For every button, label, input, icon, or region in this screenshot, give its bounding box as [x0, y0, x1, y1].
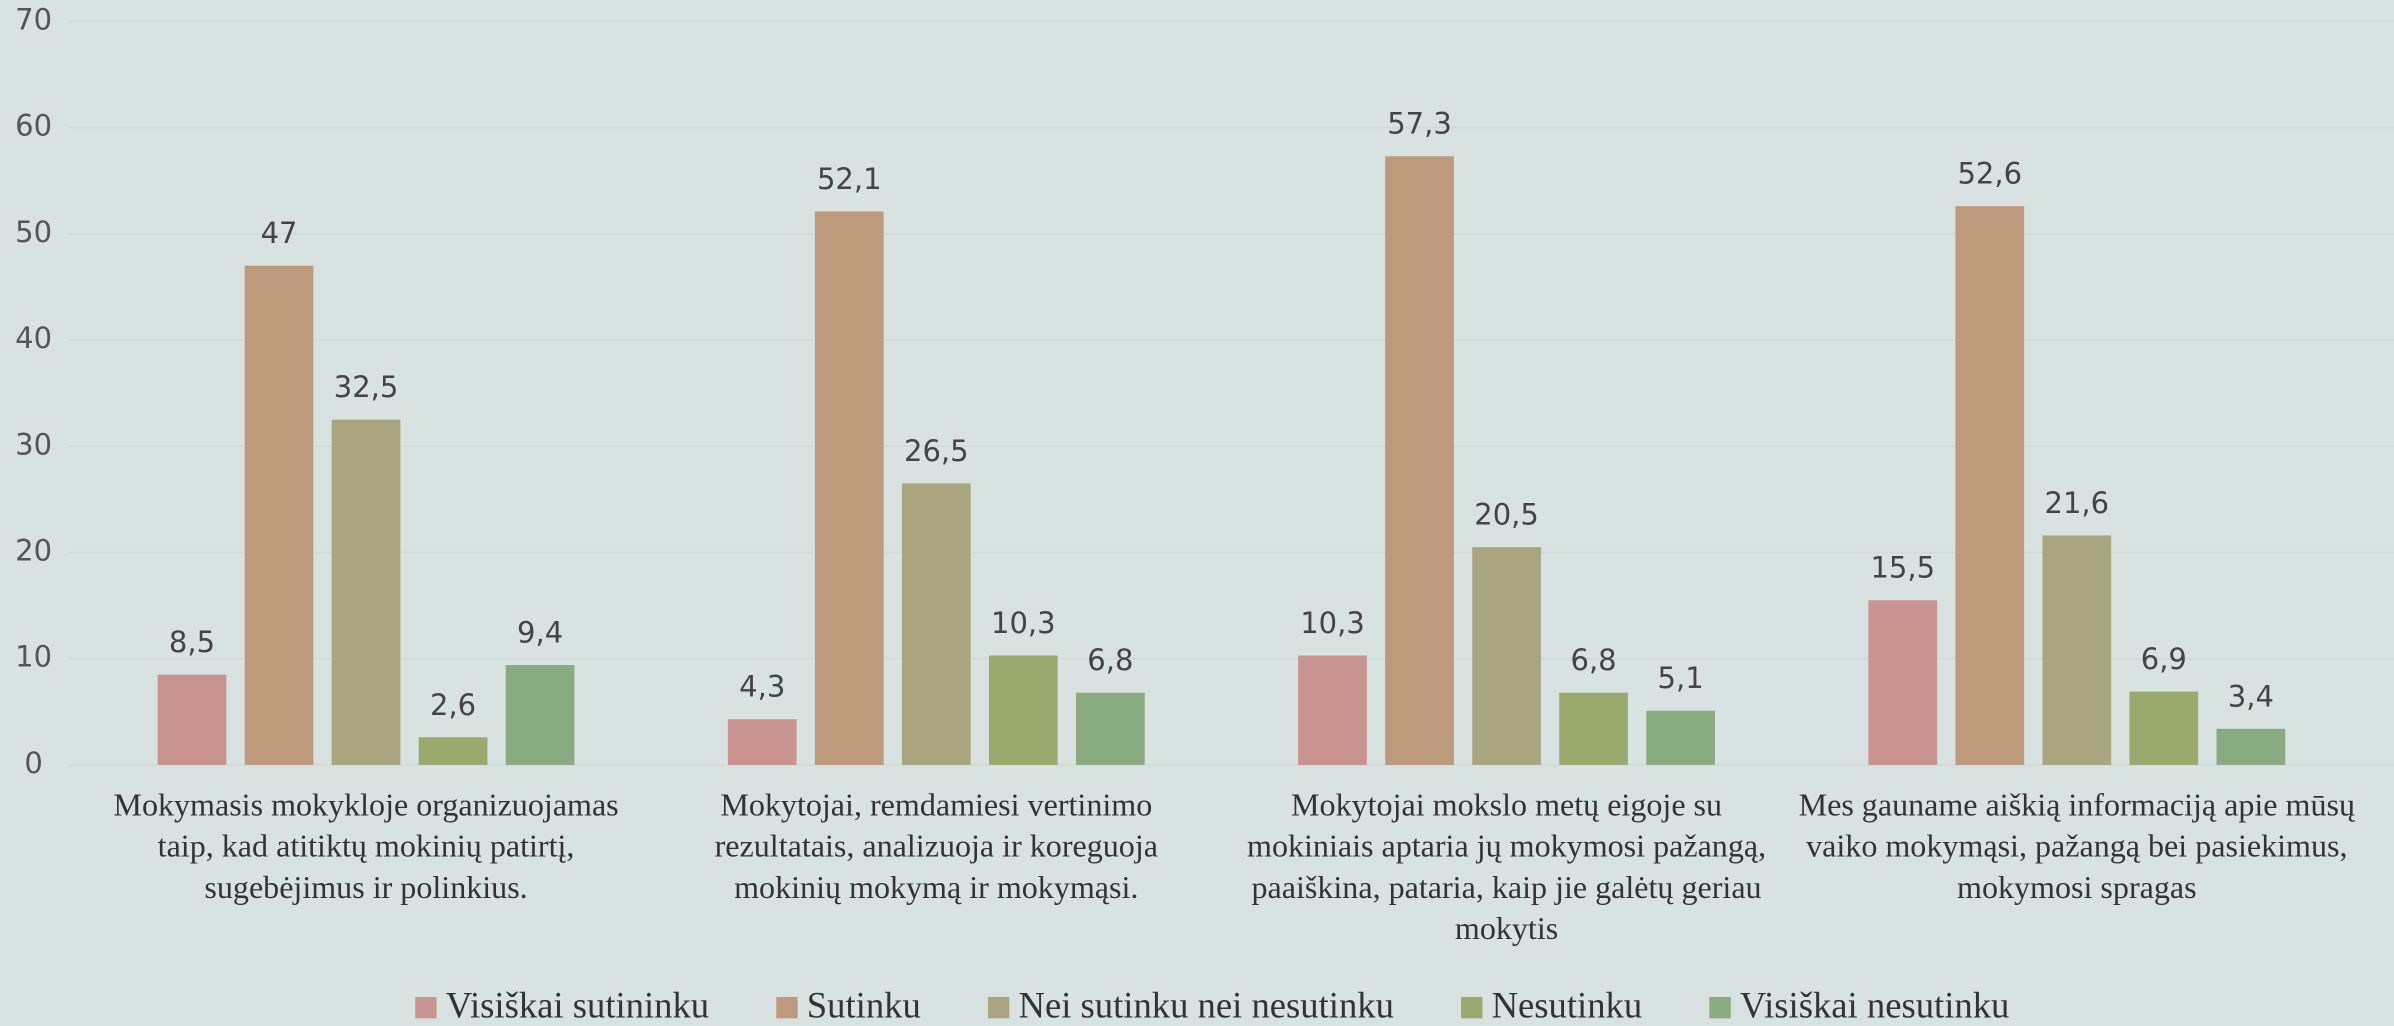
value-label: 52,1: [817, 162, 882, 196]
bar: [2129, 691, 2199, 765]
y-tick-label: 70: [15, 2, 52, 36]
bar: [505, 665, 575, 765]
legend-swatch: [776, 996, 798, 1019]
value-label: 2,6: [430, 688, 476, 722]
value-label: 6,8: [1571, 643, 1617, 677]
legend-swatch: [415, 996, 437, 1019]
value-label: 5,1: [1658, 661, 1704, 695]
bar: [1559, 692, 1628, 765]
value-label: 10,3: [991, 606, 1056, 640]
x-tick-label-box: Mokytojai mokslo metų eigoje su mokiniai…: [1247, 786, 1767, 947]
x-tick-label-box: Mokytojai, remdamiesi vertinimo rezultat…: [714, 786, 1158, 906]
bar: [1955, 206, 2025, 765]
legend-swatch: [1461, 996, 1483, 1019]
value-label: 20,5: [1474, 498, 1539, 532]
legend-label: Nesutinku: [1492, 985, 1643, 1026]
bar: [2216, 728, 2286, 765]
value-label: 3,4: [2228, 679, 2274, 713]
x-tick-label: Mokymasis mokykloje organizuojamas taip,…: [113, 786, 619, 906]
y-tick-label: 0: [24, 746, 42, 780]
legend: Visiškai sutininku Sutinku Nei sutinku nei…: [415, 985, 2009, 1026]
bar: [244, 265, 314, 765]
value-label: 4,3: [739, 670, 785, 704]
legend-swatch: [1709, 996, 1731, 1019]
bar: [2042, 535, 2112, 765]
bar: [1472, 547, 1541, 765]
value-label: 47: [261, 216, 298, 250]
value-label: 32,5: [334, 370, 399, 404]
value-label: 6,8: [1087, 643, 1133, 677]
y-tick-label: 60: [15, 109, 52, 143]
legend-label: Visiškai sutininku: [446, 985, 709, 1026]
x-tick-label-box: Mes gauname aiškią informaciją apie mūsų…: [1798, 786, 2356, 906]
legend-label: Nei sutinku nei nesutinku: [1019, 985, 1394, 1026]
bar: [1076, 692, 1145, 765]
bar: [1298, 655, 1367, 765]
bar: [1868, 600, 1938, 765]
bar: [1385, 156, 1454, 765]
legend-swatch: [987, 996, 1010, 1019]
bar: [1646, 710, 1715, 765]
value-label: 8,5: [169, 625, 215, 659]
y-tick-label: 30: [15, 427, 52, 461]
y-tick-label: 10: [15, 640, 52, 674]
value-label: 21,6: [2045, 486, 2110, 520]
value-label: 10,3: [1300, 606, 1365, 640]
bar: [418, 737, 488, 765]
x-tick-label: Mokytojai, remdamiesi vertinimo rezultat…: [714, 786, 1158, 906]
x-tick-label-box: Mokymasis mokykloje organizuojamas taip,…: [113, 786, 619, 906]
legend-label: Sutinku: [807, 985, 921, 1026]
x-tick-label: Mes gauname aiškią informaciją apie mūsų…: [1798, 786, 2356, 906]
value-label: 6,9: [2141, 642, 2187, 676]
bar: [901, 483, 971, 765]
bar: [988, 655, 1058, 765]
value-label: 57,3: [1387, 107, 1452, 141]
value-label: 15,5: [1870, 551, 1935, 585]
bar: [331, 419, 401, 765]
legend-label: Visiškai nesutinku: [1740, 985, 2009, 1026]
x-tick-label: Mokytojai mokslo metų eigoje su mokiniai…: [1247, 786, 1767, 947]
value-label: 52,6: [1957, 157, 2022, 191]
value-label: 9,4: [517, 616, 563, 650]
bar: [727, 719, 797, 765]
bar: [814, 211, 884, 765]
y-tick-label: 40: [15, 321, 52, 355]
y-tick-label: 50: [15, 215, 52, 249]
bar: [157, 674, 227, 765]
y-tick-label: 20: [15, 533, 52, 567]
value-label: 26,5: [904, 434, 969, 468]
